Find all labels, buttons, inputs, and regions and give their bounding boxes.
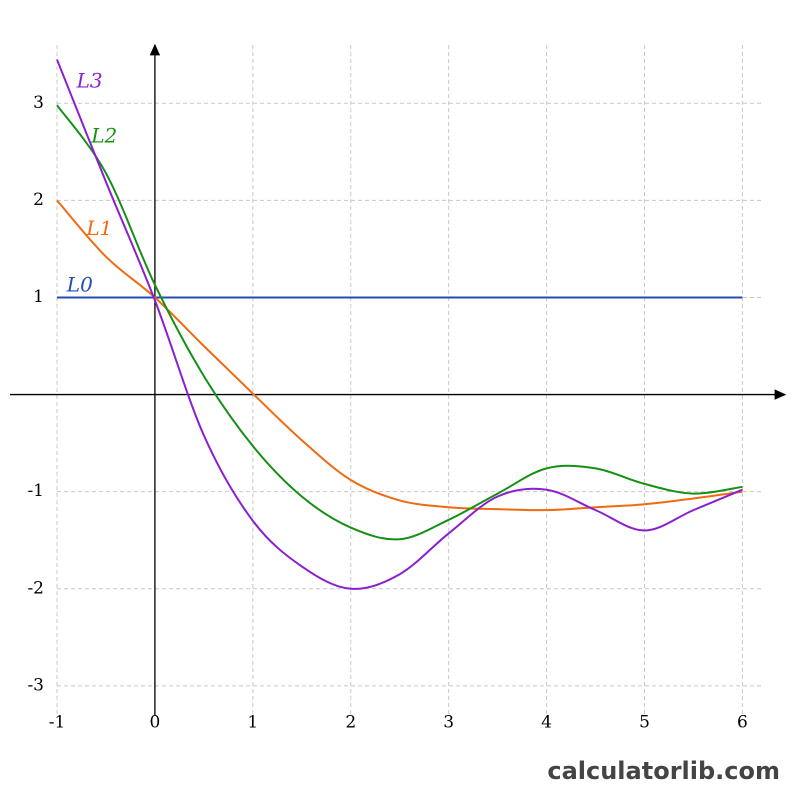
y-tick-label: -2 <box>27 578 44 598</box>
x-tick-label: 3 <box>443 713 454 733</box>
x-tick-label: 4 <box>541 713 552 733</box>
y-tick-label: 1 <box>33 287 44 307</box>
watermark: calculatorlib.com <box>547 757 780 785</box>
y-tick-label: 2 <box>33 190 44 210</box>
curve <box>56 199 743 512</box>
curve-label: L0 <box>66 272 93 296</box>
x-tick-label: 1 <box>247 713 258 733</box>
x-tick-label: 0 <box>150 713 161 733</box>
x-tick-label: 5 <box>639 713 650 733</box>
curve-label: L2 <box>90 124 117 148</box>
curve <box>56 59 743 590</box>
y-tick-label: -1 <box>27 481 44 501</box>
x-tick-label: 2 <box>345 713 356 733</box>
y-tick-label: 3 <box>33 93 44 113</box>
curve <box>56 104 743 541</box>
curve-label: L1 <box>85 216 112 240</box>
y-tick-label: -3 <box>27 675 44 695</box>
curve-label: L3 <box>76 68 103 92</box>
x-tick-label: 6 <box>737 713 748 733</box>
x-tick-label: -1 <box>49 713 66 733</box>
